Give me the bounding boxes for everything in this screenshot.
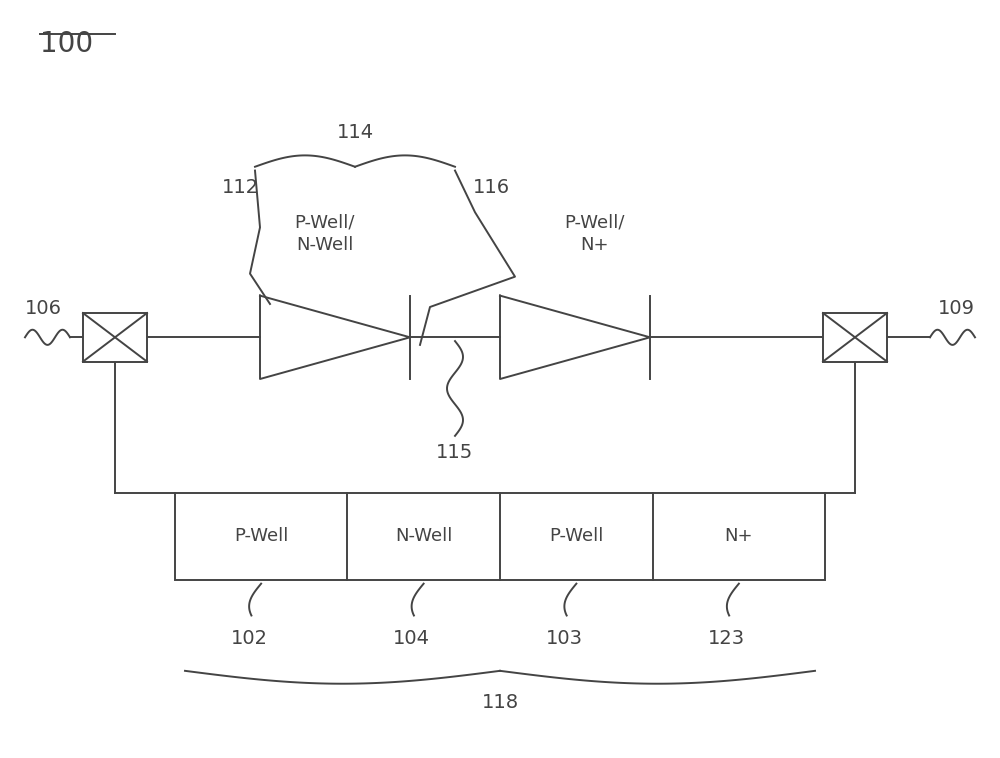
Text: 112: 112 bbox=[221, 178, 259, 197]
Text: P-Well: P-Well bbox=[549, 528, 604, 545]
Text: P-Well/
N-Well: P-Well/ N-Well bbox=[295, 214, 355, 254]
Bar bbox=[823, 313, 887, 362]
Text: 104: 104 bbox=[393, 629, 430, 648]
Text: P-Well/
N+: P-Well/ N+ bbox=[565, 214, 625, 254]
Text: 114: 114 bbox=[336, 123, 374, 142]
Text: 109: 109 bbox=[938, 299, 975, 318]
Text: 118: 118 bbox=[481, 693, 519, 712]
Text: 103: 103 bbox=[546, 629, 583, 648]
Text: P-Well: P-Well bbox=[234, 528, 288, 545]
Text: 100: 100 bbox=[40, 30, 93, 58]
Text: 106: 106 bbox=[25, 299, 62, 318]
Text: 123: 123 bbox=[708, 629, 745, 648]
Text: 116: 116 bbox=[473, 178, 510, 197]
Text: N-Well: N-Well bbox=[395, 528, 452, 545]
Bar bbox=[83, 313, 147, 362]
Text: 115: 115 bbox=[436, 443, 474, 462]
Text: 102: 102 bbox=[231, 629, 268, 648]
Text: N+: N+ bbox=[725, 528, 753, 545]
Bar bbox=[175, 493, 825, 580]
